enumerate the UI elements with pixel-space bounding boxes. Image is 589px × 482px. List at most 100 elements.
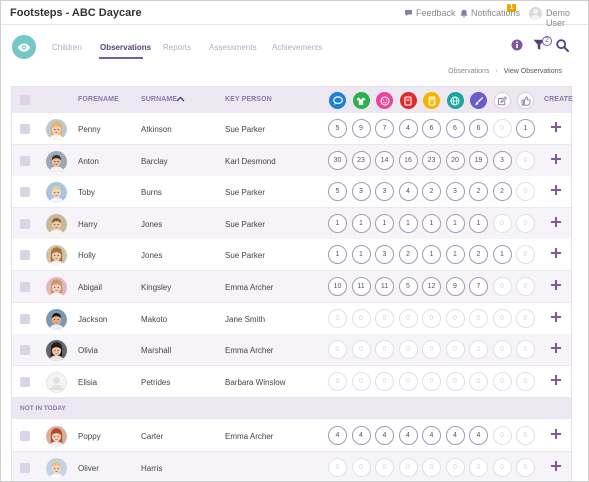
shirt-icon[interactable] — [352, 92, 370, 109]
globe-icon[interactable] — [446, 92, 464, 109]
observation-count[interactable]: 0 — [492, 277, 512, 296]
observation-count[interactable]: 0 — [445, 340, 465, 360]
observation-count[interactable]: 1 — [445, 213, 465, 233]
observation-count[interactable]: 4 — [398, 426, 418, 446]
observation-count[interactable]: 0 — [422, 340, 441, 360]
create-observation-button[interactable] — [550, 311, 562, 323]
row-checkbox[interactable] — [20, 376, 30, 387]
observation-count[interactable]: 1 — [375, 213, 394, 233]
row-checkbox[interactable] — [20, 345, 30, 356]
create-observation-button[interactable] — [550, 374, 562, 386]
table-row[interactable]: Anton Barclay Karl Desmond 30 23 14 16 23 20 19 3 0 — [12, 144, 571, 177]
calculator-icon[interactable] — [423, 92, 440, 109]
observation-count[interactable]: 4 — [375, 426, 394, 446]
observation-count[interactable]: 0 — [351, 371, 371, 391]
create-observation-button[interactable] — [550, 428, 562, 440]
book-icon[interactable] — [399, 92, 417, 109]
observation-count[interactable]: 7 — [375, 119, 394, 138]
observation-count[interactable]: 0 — [375, 340, 394, 360]
observation-count[interactable]: 2 — [422, 182, 441, 202]
observation-count[interactable]: 7 — [469, 277, 488, 296]
notifications-link[interactable]: Notifications — [460, 8, 520, 18]
user-avatar[interactable] — [529, 7, 542, 20]
create-observation-button[interactable] — [550, 216, 562, 228]
observation-count[interactable]: 1 — [351, 213, 371, 233]
create-observation-button[interactable] — [550, 184, 562, 196]
observation-count[interactable]: 0 — [351, 308, 371, 328]
row-checkbox[interactable] — [20, 282, 30, 292]
table-row[interactable]: Harry Jones Sue Parker 1 1 1 1 1 1 1 0 0 — [12, 207, 571, 240]
observation-count[interactable]: 2 — [492, 182, 512, 202]
observation-count[interactable]: 0 — [516, 308, 535, 328]
tab-achievements[interactable]: Achievements — [272, 43, 323, 52]
observation-count[interactable]: 0 — [398, 371, 418, 391]
observation-count[interactable]: 0 — [516, 371, 535, 391]
table-row[interactable]: Penny Atkinson Sue Parker 5 9 7 4 6 6 6 0 1 — [12, 113, 571, 145]
sort-ascending-icon[interactable] — [176, 96, 185, 102]
create-observation-button[interactable] — [550, 460, 562, 472]
observation-count[interactable]: 0 — [516, 245, 535, 265]
table-row[interactable]: Poppy Carter Emma Archer 4 4 4 4 4 4 4 0 0 — [12, 420, 571, 453]
observations-home-button[interactable] — [12, 35, 36, 59]
row-checkbox[interactable] — [20, 218, 30, 229]
observation-count[interactable]: 9 — [351, 119, 371, 138]
observation-count[interactable]: 0 — [328, 340, 347, 360]
table-row[interactable]: Abigail Kingsley Emma Archer 10 11 11 5 12 9 7 0 0 — [12, 271, 571, 303]
create-observation-button[interactable] — [550, 342, 562, 354]
observation-count[interactable]: 19 — [469, 150, 488, 170]
observation-count[interactable]: 16 — [398, 150, 418, 170]
edit-icon[interactable] — [493, 92, 511, 109]
observation-count[interactable]: 4 — [422, 426, 441, 446]
observation-count[interactable]: 0 — [422, 308, 441, 328]
select-all-checkbox[interactable] — [20, 95, 30, 105]
observation-count[interactable]: 0 — [516, 213, 535, 233]
observation-count[interactable]: 4 — [445, 426, 465, 446]
observation-count[interactable]: 6 — [469, 119, 488, 138]
observation-count[interactable]: 0 — [492, 371, 512, 391]
row-checkbox[interactable] — [20, 431, 30, 442]
observation-count[interactable]: 0 — [516, 340, 535, 360]
observation-count[interactable]: 3 — [375, 182, 394, 202]
observation-count[interactable]: 0 — [516, 426, 535, 446]
thumbs-up-icon[interactable] — [517, 92, 534, 109]
observation-count[interactable]: 0 — [445, 371, 465, 391]
observation-count[interactable]: 0 — [469, 308, 488, 328]
observation-count[interactable]: 5 — [328, 119, 347, 138]
observation-count[interactable]: 0 — [328, 458, 347, 477]
observation-count[interactable]: 0 — [422, 371, 441, 391]
observation-count[interactable]: 0 — [422, 458, 441, 477]
observation-count[interactable]: 0 — [445, 458, 465, 477]
observation-count[interactable]: 0 — [516, 277, 535, 296]
observation-count[interactable]: 0 — [516, 458, 535, 477]
observation-count[interactable]: 2 — [469, 245, 488, 265]
observation-count[interactable]: 6 — [422, 119, 441, 138]
observation-count[interactable]: 3 — [375, 245, 394, 265]
row-checkbox[interactable] — [20, 463, 30, 473]
observation-count[interactable]: 3 — [445, 182, 465, 202]
speech-bubble-icon[interactable] — [329, 92, 346, 109]
observation-count[interactable]: 0 — [398, 308, 418, 328]
observation-count[interactable]: 1 — [469, 213, 488, 233]
observation-count[interactable]: 0 — [492, 213, 512, 233]
filter-icon[interactable] — [533, 39, 545, 51]
observation-count[interactable]: 0 — [469, 458, 488, 477]
observation-count[interactable]: 2 — [398, 245, 418, 265]
observation-count[interactable]: 5 — [398, 277, 418, 296]
observation-count[interactable]: 5 — [328, 182, 347, 202]
row-checkbox[interactable] — [20, 250, 30, 261]
table-row[interactable]: Olivia Marshall Emma Archer 0 0 0 0 0 0 0 0 0 — [12, 334, 571, 367]
observation-count[interactable]: 23 — [422, 150, 441, 170]
create-observation-button[interactable] — [550, 121, 562, 133]
observation-count[interactable]: 1 — [328, 213, 347, 233]
breadcrumb-observations[interactable]: Observations — [448, 68, 490, 75]
observation-count[interactable]: 0 — [469, 340, 488, 360]
table-row[interactable]: Toby Burns Sue Parker 5 3 3 4 2 3 2 2 0 — [12, 176, 571, 209]
observation-count[interactable]: 11 — [351, 277, 371, 296]
observation-count[interactable]: 1 — [492, 245, 512, 265]
observation-count[interactable]: 4 — [469, 426, 488, 446]
observation-count[interactable]: 0 — [492, 426, 512, 446]
observation-count[interactable]: 0 — [492, 340, 512, 360]
observation-count[interactable]: 3 — [351, 182, 371, 202]
row-checkbox[interactable] — [20, 124, 30, 134]
user-menu[interactable]: Demo User — [546, 8, 588, 28]
